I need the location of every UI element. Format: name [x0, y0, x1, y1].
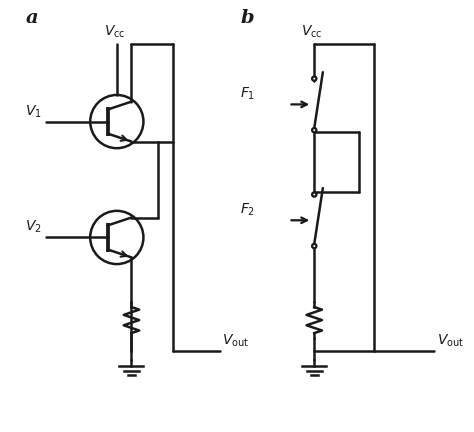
Text: a: a — [26, 9, 38, 27]
Circle shape — [312, 192, 317, 197]
Text: $F_1$: $F_1$ — [240, 86, 255, 102]
Text: $V_2$: $V_2$ — [25, 219, 41, 235]
Text: $V_{\rm out}$: $V_{\rm out}$ — [222, 333, 249, 349]
Text: $V_{\rm cc}$: $V_{\rm cc}$ — [301, 24, 323, 40]
Text: $F_2$: $F_2$ — [240, 202, 255, 218]
Text: b: b — [240, 9, 254, 27]
Text: $V_{\rm cc}$: $V_{\rm cc}$ — [104, 24, 126, 40]
Circle shape — [312, 76, 317, 81]
Text: $V_{\rm out}$: $V_{\rm out}$ — [437, 333, 464, 349]
Circle shape — [312, 244, 317, 248]
Text: $V_1$: $V_1$ — [25, 103, 41, 120]
Circle shape — [312, 128, 317, 132]
